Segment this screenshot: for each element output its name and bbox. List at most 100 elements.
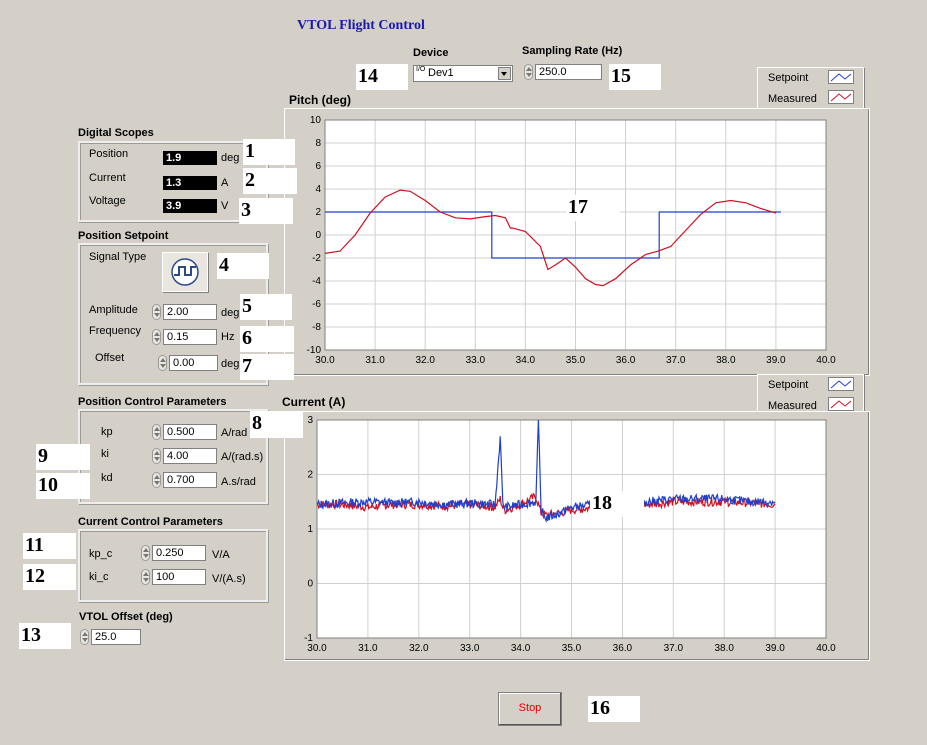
x-tick-label: 36.0 [616,355,636,366]
voltage-unit: V [221,200,229,212]
callout-17: 17 [566,195,620,221]
y-tick-label: 8 [315,138,321,149]
kp-c-label: kp_c [89,548,113,560]
y-tick-label: 3 [307,415,313,426]
callout-14: 14 [356,64,408,90]
y-tick-label: -1 [304,633,313,644]
x-tick-label: 31.0 [358,643,378,654]
square-wave-icon [171,258,199,286]
y-tick-label: -4 [312,276,321,287]
callout-16: 16 [588,696,640,722]
io-icon: I/O [416,66,426,73]
pitch-legend-measured: Measured [768,93,817,105]
device-label: Device [413,47,449,59]
ki-label: ki [101,448,109,460]
callout-9: 9 [36,444,90,470]
x-tick-label: 32.0 [409,643,429,654]
ki-c-label: ki_c [89,571,109,583]
kp-c-input[interactable]: 0.250 [152,545,206,561]
current-control-group [78,529,268,602]
kd-unit: A.s/rad [221,476,256,488]
callout-11: 11 [23,533,76,559]
pitch-chart[interactable]: 30.0 31.0 32.0 33.0 34.0 35.0 36.0 37.0 38.0 39.0… [285,109,869,375]
ki-input[interactable]: 4.00 [163,448,217,464]
setpoint-swatch-icon[interactable] [828,70,854,84]
series-line-setpoint [316,419,776,523]
x-tick-label: 38.0 [714,643,734,654]
current-chart-title: Current (A) [282,395,346,409]
x-tick-label: 38.0 [716,355,736,366]
vtol-offset-spinner[interactable] [80,629,89,645]
series-line-setpoint [325,211,781,259]
scope-label-position: Position [89,148,129,160]
current-chart[interactable]: 30.0 31.0 32.0 33.0 34.0 35.0 36.0 37.0 38.0 39.0… [285,412,869,660]
callout-15: 15 [609,64,661,90]
pitch-chart-frame: 30.0 31.0 32.0 33.0 34.0 35.0 36.0 37.0 38.0 39.0… [284,108,870,376]
x-tick-label: 33.0 [466,355,486,366]
callout-6: 6 [240,326,294,352]
kp-c-spinner[interactable] [141,545,150,561]
amplitude-input[interactable]: 2.00 [163,304,217,320]
ki-c-spinner[interactable] [141,569,150,585]
x-tick-label: 30.0 [307,643,327,654]
y-tick-label: -8 [312,322,321,333]
ki-c-unit: V/(A.s) [212,573,246,585]
frequency-unit: Hz [221,331,235,343]
pitch-chart-title: Pitch (deg) [289,93,351,107]
x-tick-label: 37.0 [666,355,686,366]
kp-spinner[interactable] [152,424,161,440]
ki-c-input[interactable]: 100 [152,569,206,585]
callout-8: 8 [250,411,303,438]
x-tick-label: 30.0 [315,355,335,366]
callout-10: 10 [36,473,90,499]
kd-spinner[interactable] [152,472,161,488]
y-tick-label: 6 [315,161,321,172]
x-tick-label: 39.0 [765,643,785,654]
ki-unit: A/(rad.s) [221,451,264,463]
frequency-input[interactable]: 0.15 [163,329,217,345]
position-unit: deg [221,152,240,164]
signal-type-label: Signal Type [89,251,147,263]
device-select[interactable]: I/O Dev1 [413,65,513,82]
measured-swatch-icon[interactable] [828,90,854,104]
sampling-rate-input[interactable]: 250.0 [535,64,602,80]
callout-13: 13 [19,623,71,649]
vtol-offset-input[interactable]: 25.0 [91,629,141,645]
setpoint-swatch-icon[interactable] [828,377,854,391]
callout-5: 5 [240,294,292,320]
kp-c-unit: V/A [212,549,230,561]
current-unit: A [221,177,229,189]
x-tick-label: 35.0 [566,355,586,366]
kd-input[interactable]: 0.700 [163,472,217,488]
stop-button[interactable]: Stop [498,692,562,726]
ki-spinner[interactable] [152,448,161,464]
sampling-rate-label: Sampling Rate (Hz) [522,45,623,57]
offset-spinner[interactable] [158,355,167,371]
device-value: Dev1 [428,67,454,79]
position-setpoint-title: Position Setpoint [78,230,169,242]
y-tick-label: 10 [310,115,322,126]
signal-type-button[interactable] [162,252,208,292]
digital-scopes-title: Digital Scopes [78,127,154,139]
x-tick-label: 32.0 [415,355,435,366]
y-tick-label: 0 [315,230,321,241]
amplitude-spinner[interactable] [152,304,161,320]
x-tick-label: 40.0 [816,355,836,366]
sampling-rate-spinner[interactable] [524,64,533,80]
measured-swatch-icon[interactable] [828,397,854,411]
offset-input[interactable]: 0.00 [169,355,218,371]
kp-label: kp [101,426,113,438]
kp-input[interactable]: 0.500 [163,424,217,440]
pitch-legend-setpoint: Setpoint [768,72,809,84]
x-tick-label: 34.0 [516,355,536,366]
current-legend: Setpoint Measured [757,374,864,416]
pitch-legend: Setpoint Measured [757,67,864,109]
y-tick-label: 0 [307,579,313,590]
frequency-spinner[interactable] [152,329,161,345]
kd-label: kd [101,472,113,484]
x-tick-label: 39.0 [766,355,786,366]
position-control-title: Position Control Parameters [78,396,227,408]
amplitude-label: Amplitude [89,304,138,316]
kp-unit: A/rad [221,427,248,439]
chevron-down-icon[interactable] [498,67,511,80]
